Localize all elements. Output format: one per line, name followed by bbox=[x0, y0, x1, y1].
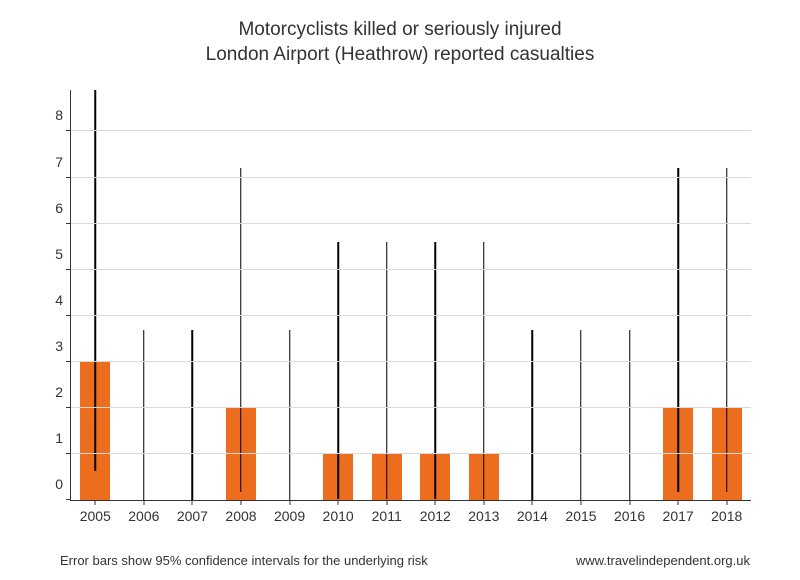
bar-slot: 2013 bbox=[469, 90, 499, 500]
y-tick-mark bbox=[66, 315, 71, 316]
error-bar bbox=[95, 90, 97, 471]
y-tick-mark bbox=[66, 223, 71, 224]
y-tick-label: 6 bbox=[55, 200, 71, 216]
chart-footer: Error bars show 95% confidence intervals… bbox=[60, 553, 750, 568]
bar-slot: 2016 bbox=[615, 90, 645, 500]
x-tick-label: 2007 bbox=[177, 500, 208, 524]
y-tick-mark bbox=[66, 130, 71, 131]
y-tick-mark bbox=[66, 499, 71, 500]
x-tick-label: 2006 bbox=[128, 500, 159, 524]
chart-title-line2: London Airport (Heathrow) reported casua… bbox=[0, 43, 800, 68]
x-tick-label: 2015 bbox=[565, 500, 596, 524]
bar-slot: 2015 bbox=[566, 90, 596, 500]
bar-slot: 2011 bbox=[372, 90, 402, 500]
bars-layer: 2005 2006 2007 2008 2009 2010 2011 2012 2013 2014… bbox=[71, 90, 751, 500]
error-bar bbox=[386, 242, 388, 499]
x-tick-label: 2014 bbox=[517, 500, 548, 524]
error-bar bbox=[629, 330, 631, 500]
footer-source: www.travelindependent.org.uk bbox=[576, 553, 750, 568]
x-tick-label: 2017 bbox=[663, 500, 694, 524]
x-tick-label: 2010 bbox=[323, 500, 354, 524]
error-bar bbox=[192, 330, 194, 500]
footer-note: Error bars show 95% confidence intervals… bbox=[60, 553, 428, 568]
error-bar bbox=[726, 168, 728, 491]
grid-line bbox=[71, 177, 751, 178]
error-bar bbox=[483, 242, 485, 499]
bar-slot: 2012 bbox=[420, 90, 450, 500]
y-tick-mark bbox=[66, 269, 71, 270]
y-tick-mark bbox=[66, 453, 71, 454]
x-tick-label: 2005 bbox=[80, 500, 111, 524]
plot-area: 2005 2006 2007 2008 2009 2010 2011 2012 2013 2014… bbox=[70, 90, 751, 501]
grid-line bbox=[71, 407, 751, 408]
chart-title: Motorcyclists killed or seriously injure… bbox=[0, 0, 800, 67]
bar-slot: 2007 bbox=[177, 90, 207, 500]
grid-line bbox=[71, 315, 751, 316]
bar-slot: 2005 bbox=[80, 90, 110, 500]
error-bar bbox=[240, 168, 242, 491]
error-bar bbox=[580, 330, 582, 500]
error-bar bbox=[532, 330, 534, 500]
grid-line bbox=[71, 223, 751, 224]
y-tick-label: 0 bbox=[55, 476, 71, 492]
chart: Motorcyclists killed or seriously injure… bbox=[0, 0, 800, 580]
x-tick-label: 2013 bbox=[468, 500, 499, 524]
x-tick-label: 2009 bbox=[274, 500, 305, 524]
y-tick-mark bbox=[66, 361, 71, 362]
grid-line bbox=[71, 453, 751, 454]
y-tick-label: 5 bbox=[55, 246, 71, 262]
y-tick-label: 2 bbox=[55, 384, 71, 400]
y-tick-label: 3 bbox=[55, 338, 71, 354]
bar-slot: 2017 bbox=[663, 90, 693, 500]
error-bar bbox=[289, 330, 291, 500]
error-bar bbox=[337, 242, 339, 499]
bar-slot: 2018 bbox=[712, 90, 742, 500]
bar-slot: 2008 bbox=[226, 90, 256, 500]
grid-line bbox=[71, 361, 751, 362]
y-tick-mark bbox=[66, 407, 71, 408]
y-tick-label: 4 bbox=[55, 292, 71, 308]
y-tick-mark bbox=[66, 177, 71, 178]
chart-title-line1: Motorcyclists killed or seriously injure… bbox=[0, 18, 800, 43]
grid-line bbox=[71, 269, 751, 270]
y-tick-label: 7 bbox=[55, 154, 71, 170]
y-tick-label: 8 bbox=[55, 107, 71, 123]
error-bar bbox=[143, 330, 145, 500]
bar-slot: 2014 bbox=[517, 90, 547, 500]
grid-line bbox=[71, 130, 751, 131]
bar-slot: 2010 bbox=[323, 90, 353, 500]
x-tick-label: 2018 bbox=[711, 500, 742, 524]
error-bar bbox=[677, 168, 679, 491]
bar-slot: 2009 bbox=[275, 90, 305, 500]
y-tick-label: 1 bbox=[55, 430, 71, 446]
x-tick-label: 2008 bbox=[225, 500, 256, 524]
error-bar bbox=[435, 242, 437, 499]
x-tick-label: 2012 bbox=[420, 500, 451, 524]
x-tick-label: 2016 bbox=[614, 500, 645, 524]
bar-slot: 2006 bbox=[129, 90, 159, 500]
x-tick-label: 2011 bbox=[372, 500, 402, 524]
